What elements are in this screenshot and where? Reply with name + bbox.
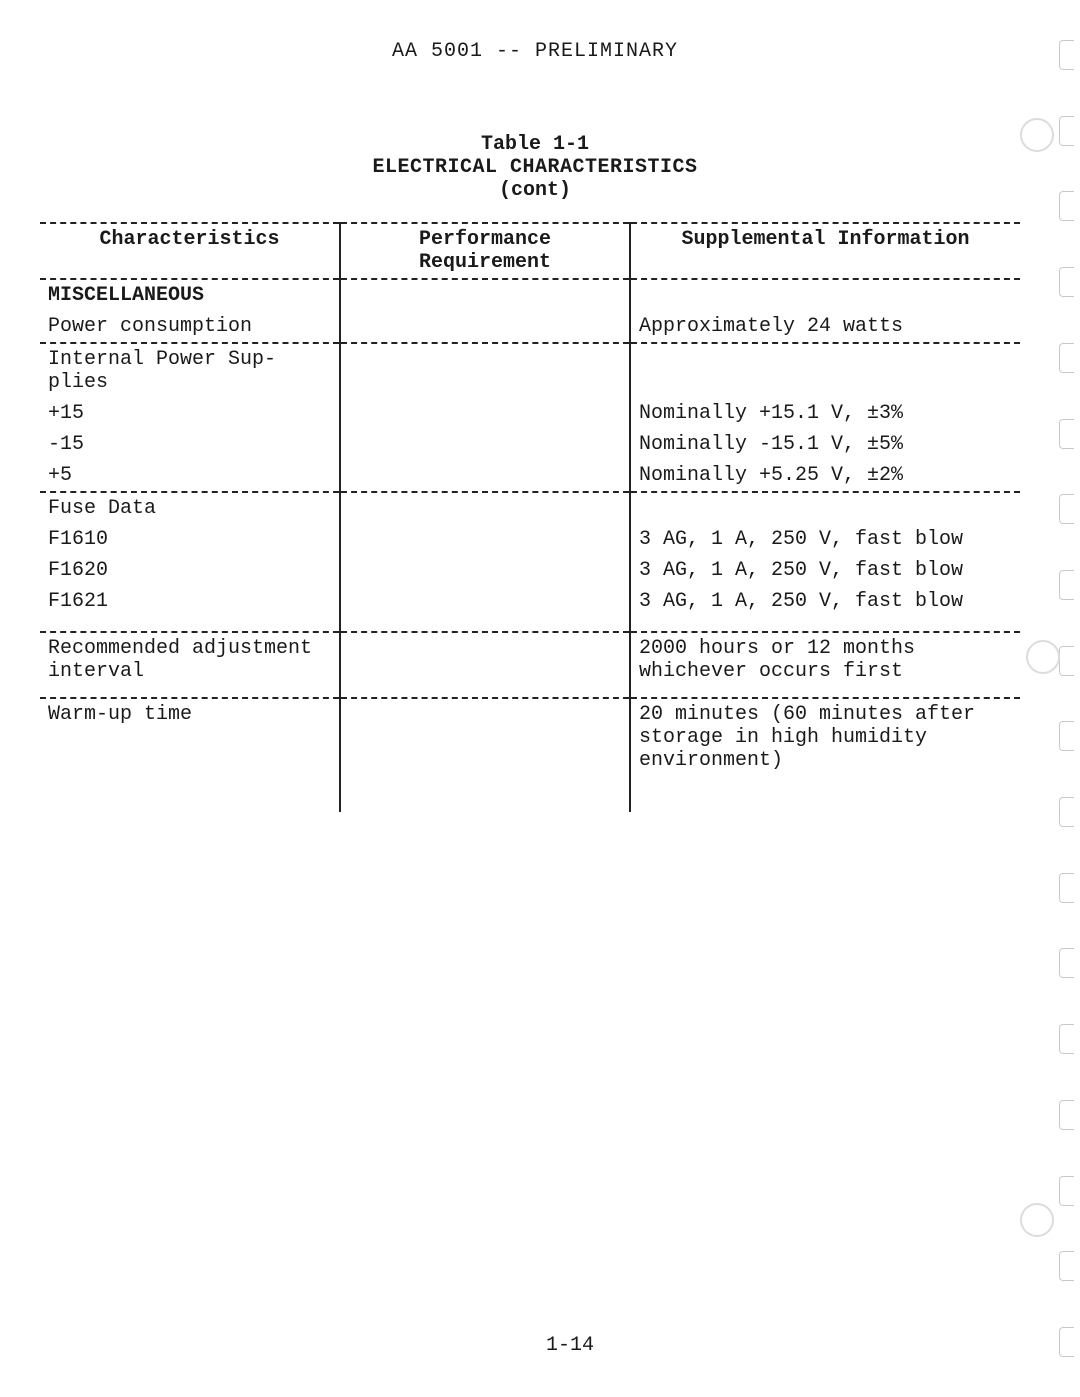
char-label: Internal Power Sup-plies	[40, 343, 340, 398]
supp-info: Nominally -15.1 V, ±5%	[630, 429, 1020, 460]
table-row: Recommended adjustment interval 2000 hou…	[40, 632, 1020, 698]
punch-hole-icon	[1059, 1251, 1074, 1281]
table-row: F1620 3 AG, 1 A, 250 V, fast blow	[40, 555, 1020, 586]
table-cell	[630, 492, 1020, 524]
table-row: Power consumption Approximately 24 watts	[40, 311, 1020, 343]
table-row: -15 Nominally -15.1 V, ±5%	[40, 429, 1020, 460]
table-row: MISCELLANEOUS	[40, 279, 1020, 311]
punch-hole-icon	[1059, 797, 1074, 827]
char-sublabel: F1610	[40, 524, 340, 555]
punch-hole-icon	[1059, 1176, 1074, 1206]
char-label: Warm-up time	[40, 698, 340, 812]
punch-hole-icon	[1059, 267, 1074, 297]
table-cell	[340, 586, 630, 632]
scan-artifact-circle-icon	[1026, 640, 1060, 674]
col-header-supplemental: Supplemental Information	[630, 223, 1020, 279]
supp-info: Approximately 24 watts	[630, 311, 1020, 343]
table-cell	[340, 524, 630, 555]
scan-artifact-circle-icon	[1020, 1203, 1054, 1237]
punch-hole-icon	[1059, 419, 1074, 449]
table-cell	[340, 460, 630, 492]
supp-info: 3 AG, 1 A, 250 V, fast blow	[630, 555, 1020, 586]
table-row: F1621 3 AG, 1 A, 250 V, fast blow	[40, 586, 1020, 632]
supp-info: 2000 hours or 12 months whichever occurs…	[630, 632, 1020, 698]
punch-hole-icon	[1059, 721, 1074, 751]
table-cell	[340, 555, 630, 586]
punch-hole-icon	[1059, 1327, 1074, 1357]
punch-hole-icon	[1059, 570, 1074, 600]
supp-info: 20 minutes (60 minutes after storage in …	[630, 698, 1020, 812]
table-cell	[630, 279, 1020, 311]
char-sublabel: -15	[40, 429, 340, 460]
scan-artifact-circle-icon	[1020, 118, 1054, 152]
col-header-characteristics: Characteristics	[40, 223, 340, 279]
table-cell	[340, 492, 630, 524]
scan-artifact-punches	[1059, 0, 1074, 1397]
char-sublabel: F1621	[40, 586, 340, 632]
table-row: F1610 3 AG, 1 A, 250 V, fast blow	[40, 524, 1020, 555]
supp-info: Nominally +5.25 V, ±2%	[630, 460, 1020, 492]
punch-hole-icon	[1059, 343, 1074, 373]
section-heading: MISCELLANEOUS	[40, 279, 340, 311]
table-header-row: Characteristics Performance Requirement …	[40, 223, 1020, 279]
char-label: Recommended adjustment interval	[40, 632, 340, 698]
char-sublabel: +5	[40, 460, 340, 492]
table-cell	[340, 279, 630, 311]
table-row: Internal Power Sup-plies	[40, 343, 1020, 398]
punch-hole-icon	[1059, 873, 1074, 903]
supp-info: Nominally +15.1 V, ±3%	[630, 398, 1020, 429]
char-sublabel: F1620	[40, 555, 340, 586]
table-number: Table 1-1	[30, 133, 1040, 156]
table-cell	[340, 398, 630, 429]
punch-hole-icon	[1059, 494, 1074, 524]
table-title: ELECTRICAL CHARACTERISTICS	[30, 156, 1040, 179]
punch-hole-icon	[1059, 1024, 1074, 1054]
char-label: Power consumption	[40, 311, 340, 343]
punch-hole-icon	[1059, 116, 1074, 146]
table-cell	[340, 632, 630, 698]
punch-hole-icon	[1059, 948, 1074, 978]
supp-info: 3 AG, 1 A, 250 V, fast blow	[630, 586, 1020, 632]
table-row: +15 Nominally +15.1 V, ±3%	[40, 398, 1020, 429]
page-number: 1-14	[30, 1334, 1080, 1357]
supp-info: 3 AG, 1 A, 250 V, fast blow	[630, 524, 1020, 555]
characteristics-table: Characteristics Performance Requirement …	[40, 222, 1020, 812]
char-label: Fuse Data	[40, 492, 340, 524]
table-cell	[340, 429, 630, 460]
table-title-block: Table 1-1 ELECTRICAL CHARACTERISTICS (co…	[30, 133, 1040, 202]
punch-hole-icon	[1059, 191, 1074, 221]
col-header-performance: Performance Requirement	[340, 223, 630, 279]
table-row: Fuse Data	[40, 492, 1020, 524]
char-sublabel: +15	[40, 398, 340, 429]
table-cell	[340, 698, 630, 812]
punch-hole-icon	[1059, 40, 1074, 70]
table-cell	[340, 343, 630, 398]
punch-hole-icon	[1059, 1100, 1074, 1130]
table-row: +5 Nominally +5.25 V, ±2%	[40, 460, 1020, 492]
table-cont: (cont)	[30, 179, 1040, 202]
table-cell	[630, 343, 1020, 398]
document-header: AA 5001 -- PRELIMINARY	[30, 40, 1040, 63]
table-row: Warm-up time 20 minutes (60 minutes afte…	[40, 698, 1020, 812]
punch-hole-icon	[1059, 646, 1074, 676]
table-cell	[340, 311, 630, 343]
